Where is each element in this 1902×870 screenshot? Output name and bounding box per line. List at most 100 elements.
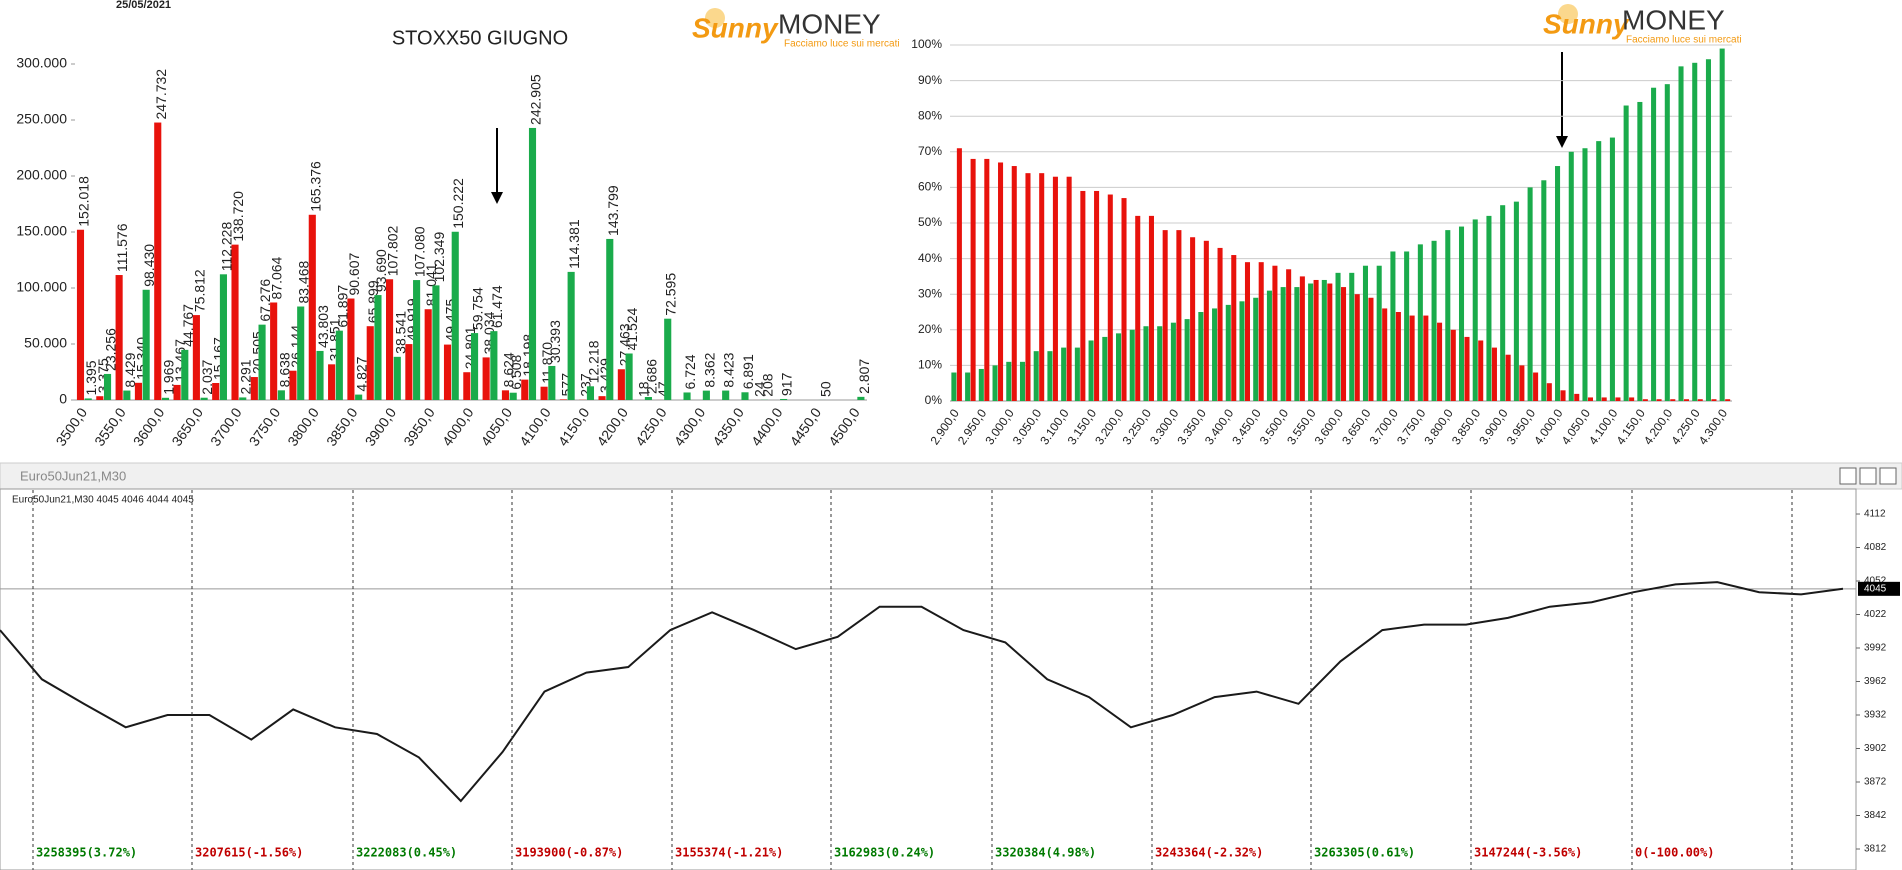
bar [998, 162, 1004, 401]
bar [1519, 365, 1525, 401]
x-tick-label: 4450,0 [787, 404, 825, 448]
bar [1486, 215, 1492, 401]
bar [1148, 215, 1154, 401]
bar [1664, 84, 1670, 401]
bar [1596, 141, 1602, 401]
bar [644, 396, 652, 400]
bar [258, 324, 266, 400]
data-label: 75.812 [191, 269, 207, 312]
bar [1705, 59, 1711, 402]
bar [1478, 340, 1484, 401]
bar [1019, 361, 1026, 401]
data-label: 24 [752, 381, 768, 397]
bar [1382, 308, 1388, 401]
bar [1623, 105, 1629, 402]
bar [1445, 230, 1451, 401]
bar [1678, 66, 1684, 402]
data-label: 93.690 [373, 249, 389, 292]
bar [1272, 265, 1278, 401]
bar [741, 392, 749, 400]
bar [1143, 326, 1149, 401]
bar [722, 390, 730, 400]
bar [1217, 247, 1223, 401]
bar [984, 158, 990, 401]
bar [432, 285, 440, 400]
x-tick-label: 3700,0 [207, 404, 245, 448]
bar [173, 384, 181, 400]
x-tick-label: 4050,0 [477, 404, 515, 448]
symbol-info: Euro50Jun21,M30 4045 4046 4044 4045 [12, 495, 194, 506]
bar [1368, 297, 1374, 401]
bar [212, 383, 220, 400]
y-tick-label: 4082 [1864, 542, 1887, 553]
x-tick-label: 4000,0 [439, 404, 477, 448]
data-label: 23.256 [103, 328, 119, 371]
data-label: 18 [636, 381, 652, 397]
bar [1116, 333, 1122, 401]
data-label: 208 [759, 373, 775, 397]
data-label: 8.624 [500, 352, 516, 387]
bar [1212, 308, 1218, 401]
bar [1170, 322, 1176, 401]
bar [1286, 269, 1292, 401]
bar [1313, 279, 1319, 401]
bar [1513, 201, 1519, 401]
bar [1376, 265, 1382, 401]
bar [482, 357, 490, 400]
bar [1555, 166, 1561, 401]
logo-brand: Sunny [1543, 8, 1630, 39]
bar [1670, 399, 1676, 401]
bar [1642, 399, 1648, 401]
bar [471, 333, 479, 400]
y-tick-label: 50% [918, 215, 942, 229]
session-label: 3193900(-0.87%) [515, 846, 623, 860]
bar [1025, 173, 1031, 401]
y-tick-label: 4022 [1864, 609, 1887, 620]
logo-name: MONEY [1622, 4, 1725, 35]
bar [1190, 237, 1196, 401]
bar [1574, 393, 1580, 401]
bar [1491, 347, 1497, 401]
window-buttons[interactable] [1839, 467, 1897, 485]
bar [1066, 176, 1072, 401]
bar [1280, 287, 1286, 401]
bar [219, 274, 227, 400]
data-label: 2.807 [856, 359, 872, 394]
bar [1683, 399, 1690, 401]
data-label: 98.430 [141, 244, 157, 287]
bar [103, 373, 112, 400]
bar [1711, 399, 1717, 401]
bar [1033, 351, 1039, 401]
bar [1308, 283, 1314, 401]
data-label: 8.638 [276, 352, 292, 387]
data-label: 111.576 [114, 223, 130, 272]
bar [1349, 272, 1355, 401]
bar [413, 280, 421, 400]
bar [1450, 329, 1456, 401]
data-label: 1.395 [83, 360, 99, 395]
x-tick-label: 3900,0 [362, 404, 400, 448]
y-tick-label: 30% [918, 286, 942, 300]
bar [1637, 101, 1643, 402]
bar [270, 302, 278, 400]
bar [1107, 194, 1113, 401]
bar [1039, 173, 1045, 401]
x-tick-label: 3550,0 [91, 404, 129, 448]
bar [1321, 279, 1327, 401]
bar [355, 394, 363, 400]
data-label: 41.524 [624, 307, 640, 350]
bar [96, 396, 104, 400]
x-tick-label: 3950,0 [400, 404, 438, 448]
session-label: 3207615(-1.56%) [195, 846, 303, 860]
bar [992, 365, 998, 401]
data-label: 917 [779, 372, 795, 396]
bar [277, 390, 285, 400]
bar [1047, 351, 1053, 401]
logo: Sunny MONEY Facciamo luce sui mercati [1543, 4, 1742, 46]
bar [490, 331, 498, 400]
data-label: 87.064 [269, 256, 285, 299]
y-tick-label: 0% [925, 393, 943, 407]
bar [1423, 315, 1429, 401]
bar [951, 372, 957, 401]
bar [1121, 198, 1127, 401]
